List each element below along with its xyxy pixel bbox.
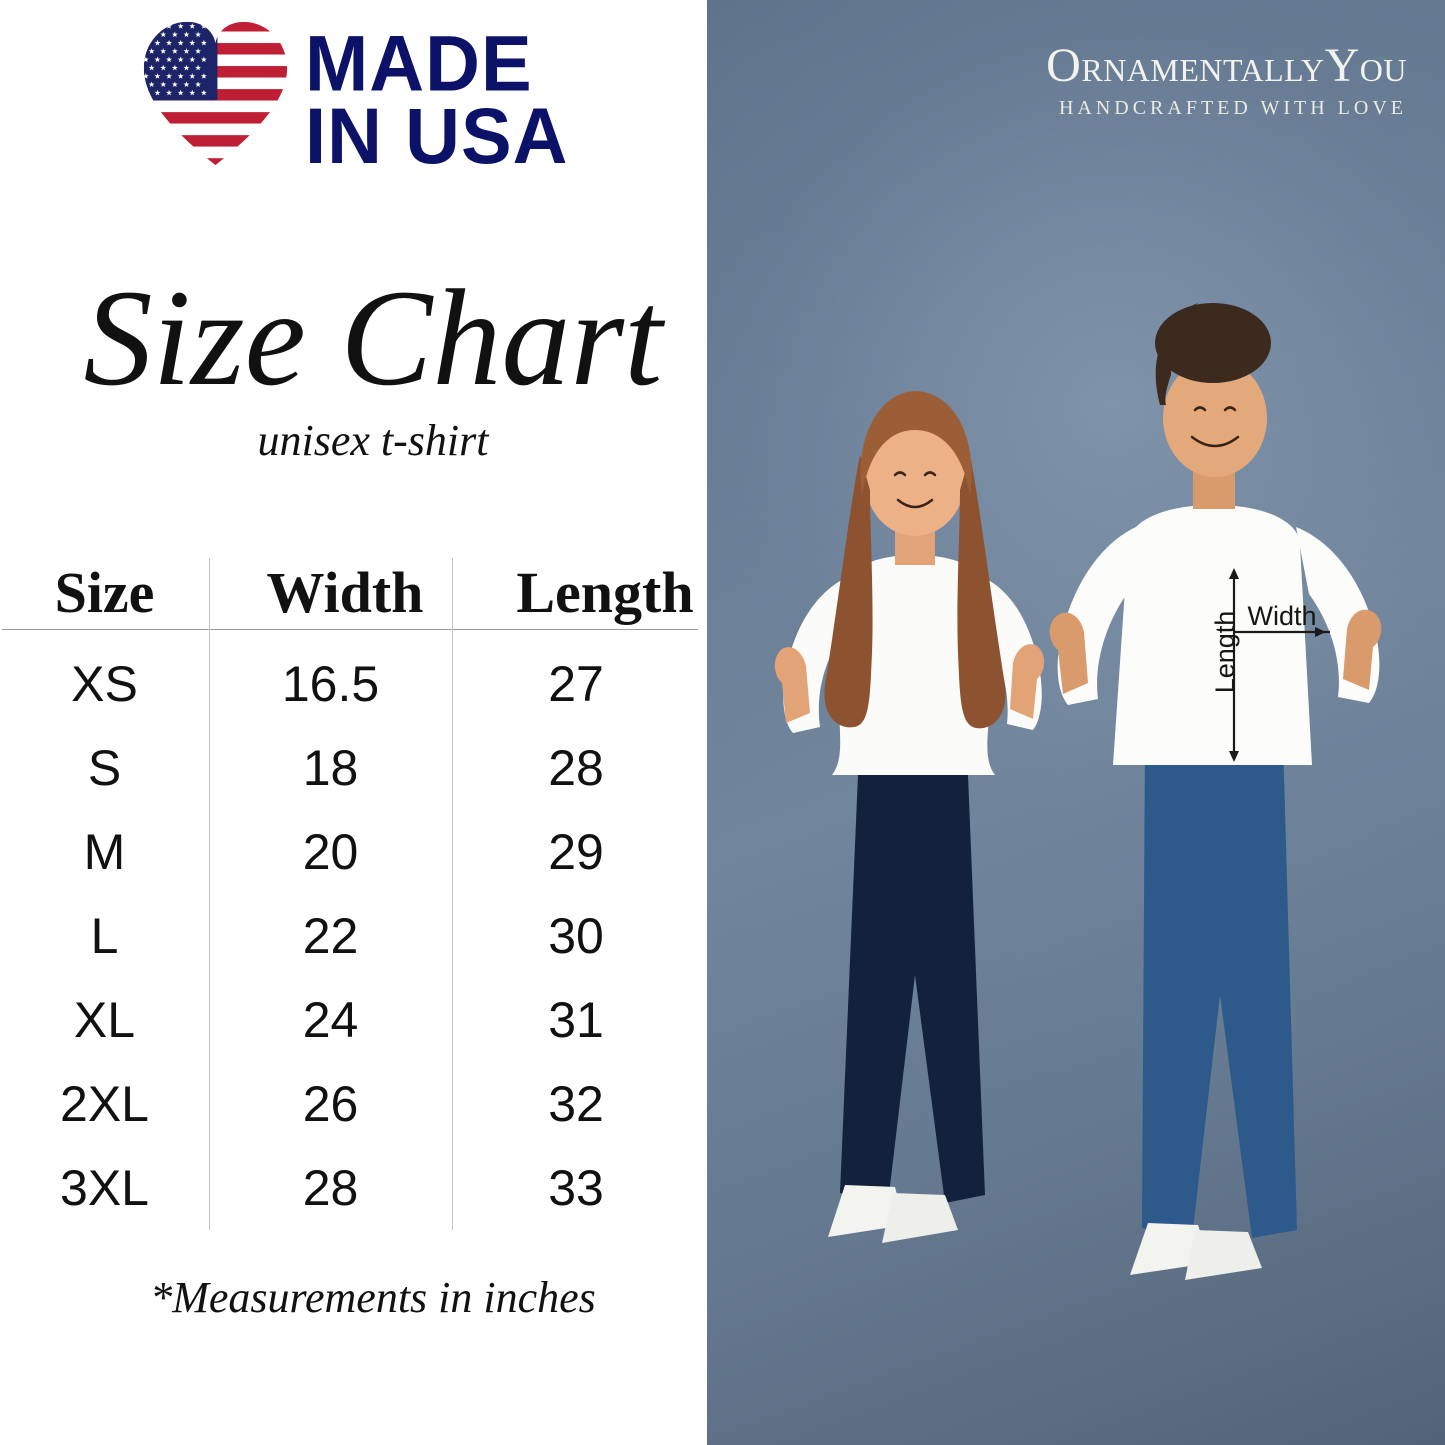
svg-text:Length: Length: [1210, 611, 1240, 694]
svg-text:Width: Width: [1247, 601, 1316, 631]
